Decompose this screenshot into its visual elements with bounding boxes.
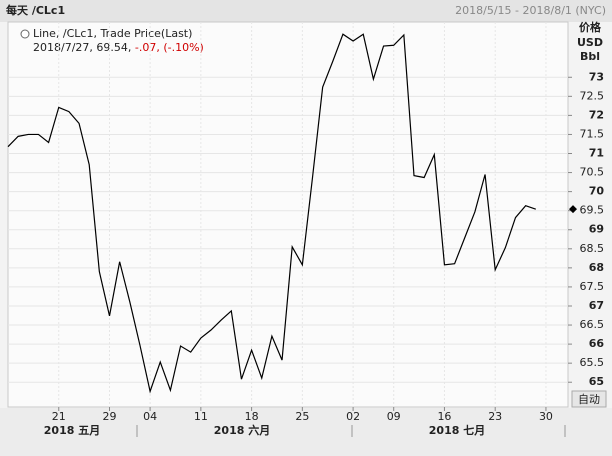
x-tick-label: 21 <box>52 410 66 423</box>
x-tick-label: 29 <box>103 410 117 423</box>
month-label: 2018 七月 <box>429 423 485 437</box>
auto-button-label[interactable]: 自动 <box>578 393 600 406</box>
y-tick-label: 70.5 <box>580 166 605 179</box>
x-tick-label: 04 <box>143 410 157 423</box>
unit-label: Bbl <box>580 50 600 63</box>
y-tick-label: 70 <box>589 185 605 198</box>
y-tick-label: 68.5 <box>580 242 605 255</box>
x-tick-label: 16 <box>437 410 451 423</box>
month-label: 2018 五月 <box>44 424 100 437</box>
x-tick-label: 11 <box>194 410 208 423</box>
y-tick-label: 66.5 <box>580 318 605 331</box>
y-tick-label: 66 <box>589 337 605 350</box>
unit-label: USD <box>577 36 603 49</box>
auto-button[interactable] <box>571 390 607 408</box>
last-value-marker <box>569 205 577 214</box>
y-tick-label: 71 <box>589 147 604 160</box>
last-quote-change: -.07, (-.10%) <box>135 41 204 54</box>
x-tick-label: 30 <box>539 410 553 423</box>
x-tick-label: 18 <box>245 410 259 423</box>
last-quote-price: 2018/7/27, 69.54, <box>33 41 131 54</box>
y-tick-label: 68 <box>589 261 604 274</box>
y-tick-label: 72.5 <box>580 89 605 102</box>
x-tick-label: 02 <box>346 410 360 423</box>
x-tick-label: 25 <box>295 410 309 423</box>
x-tick-label: 23 <box>488 410 502 423</box>
y-tick-label: 65.5 <box>580 356 605 369</box>
date-range: 2018/5/15 - 2018/8/1 (NYC) <box>455 4 606 17</box>
y-tick-label: 65 <box>589 375 604 388</box>
month-label: 2018 六月 <box>214 423 270 437</box>
y-tick-label: 69 <box>589 223 604 236</box>
y-tick-label: 69.5 <box>580 204 605 217</box>
x-axis-bar <box>0 408 612 456</box>
header-bar <box>0 0 612 22</box>
y-tick-label: 73 <box>589 70 604 83</box>
x-tick-label: 09 <box>387 410 401 423</box>
legend-entry: Line, /CLc1, Trade Price(Last) <box>33 27 192 40</box>
price-line <box>7 33 536 394</box>
last-quote: 2018/7/27, 69.54, -.07, (-.10%) <box>33 41 204 54</box>
plot-area <box>7 21 569 408</box>
y-tick-label: 72 <box>589 108 604 121</box>
unit-label: 价格 <box>579 20 602 34</box>
y-tick-label: 67 <box>589 299 604 312</box>
legend-icon <box>20 29 30 39</box>
y-tick-label: 71.5 <box>580 127 605 140</box>
chart-title: 每天 /CLc1 <box>6 3 65 17</box>
y-tick-label: 67.5 <box>580 280 605 293</box>
